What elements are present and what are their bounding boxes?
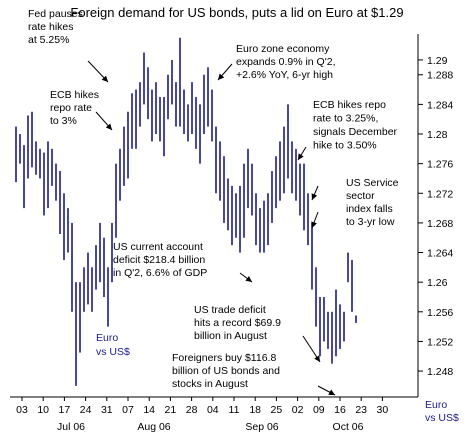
x-tick-label: 17 (59, 404, 71, 416)
y-tick-label: 1.272 (427, 188, 453, 200)
annotation-current-account: US current account deficit $218.4 billion… (113, 241, 207, 279)
x-tick-label: 11 (229, 404, 240, 416)
axis-corner-label-line-2: vs US$ (425, 412, 459, 424)
x-tick-label: 16 (334, 404, 346, 416)
annotation-arrow-head (314, 355, 320, 362)
price-bars (15, 37, 357, 386)
chart-title: Foreign demand for US bonds, puts a lid … (70, 5, 403, 20)
x-tick-label: 24 (80, 404, 92, 416)
x-month-label: Aug 06 (137, 421, 170, 433)
y-tick-label: 1.26 (427, 277, 448, 289)
annotation-arrows (87, 60, 336, 396)
x-month-label: Sep 06 (245, 421, 278, 433)
annotation-ecb-3: ECB hikes repo rate to 3% (50, 89, 99, 127)
annotation-service: US Service sector index falls to 3-yr low (346, 177, 399, 228)
annotation-arrow-head (311, 221, 317, 228)
annotation-arrow-head (245, 276, 252, 282)
y-tick-label: 1.276 (427, 159, 453, 171)
annotation-arrow-head (328, 389, 335, 395)
series-label-line-2: vs US$ (96, 346, 130, 358)
x-axis-months: Jul 06 Aug 06 Sep 06 Oct 06 (57, 421, 364, 433)
annotation-foreigners: Foreigners buy $116.8 billion of US bonds… (172, 352, 280, 390)
axis-corner-label-line-1: Euro (425, 399, 447, 411)
x-tick-label: 10 (37, 404, 49, 416)
y-tick-label: 1.29 (427, 55, 448, 67)
x-tick-label: 03 (16, 404, 28, 416)
x-tick-label: 30 (377, 404, 389, 416)
y-tick-label: 1.248 (427, 366, 453, 378)
annotation-arrow-head (105, 123, 112, 130)
x-tick-label: 02 (292, 404, 304, 416)
x-month-label: Oct 06 (333, 421, 364, 433)
y-tick-label: 1.28 (427, 129, 448, 141)
y-tick-label: 1.252 (427, 336, 453, 348)
annotation-ecb-325: ECB hikes repo rate to 3.25%, signals Dece… (313, 99, 398, 152)
x-tick-label: 25 (271, 404, 283, 416)
axis-corner-label: Euro vs US$ (425, 399, 459, 424)
y-tick-label: 1.288 (427, 70, 453, 82)
x-axis-ticks: 03 10 17 24 31 07 14 21 28 04 11 18 25 02 09 16 23 30 (16, 397, 388, 416)
x-tick-label: 07 (122, 404, 134, 416)
x-month-label: Jul 06 (57, 421, 85, 433)
x-tick-label: 21 (165, 404, 177, 416)
annotations: Fed pauses rate hikes at 5.25% ECB hikes rep… (28, 8, 399, 390)
y-axis-ticks: 1.248 1.252 1.256 1.26 1.264 1.268 1.272 1.276 1… (418, 55, 453, 378)
x-tick-label: 09 (313, 404, 325, 416)
annotation-arrow-head (298, 153, 304, 160)
annotation-eurozone: Euro zone economy expands 0.9% in Q'2, +2.… (236, 43, 335, 81)
x-tick-label: 31 (101, 404, 113, 416)
x-tick-label: 14 (143, 404, 155, 416)
x-tick-label: 04 (207, 404, 219, 416)
series-label: Euro vs US$ (96, 332, 130, 358)
y-tick-label: 1.264 (427, 248, 453, 260)
x-tick-label: 28 (186, 404, 198, 416)
y-tick-label: 1.268 (427, 218, 453, 230)
series-label-line-1: Euro (96, 332, 118, 344)
annotation-fed: Fed pauses rate hikes at 5.25% (28, 8, 83, 46)
y-tick-label: 1.256 (427, 307, 453, 319)
annotation-arrow-head (101, 75, 108, 82)
annotation-arrow-head (218, 73, 225, 80)
annotation-arrow-head (311, 193, 318, 200)
x-tick-label: 18 (249, 404, 261, 416)
y-tick-label: 1.284 (427, 99, 453, 111)
x-tick-label: 23 (355, 404, 367, 416)
annotation-trade-deficit: US trade deficit hits a record $69.9 billi… (194, 304, 281, 342)
